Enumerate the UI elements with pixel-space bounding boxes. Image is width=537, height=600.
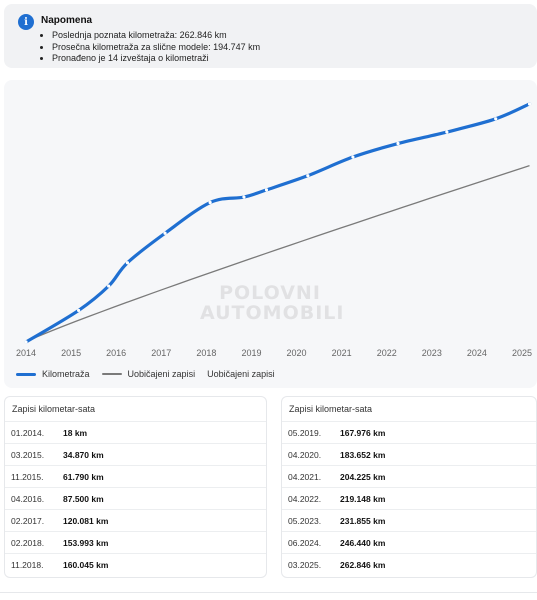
chart-legend: Kilometraža Uobičajeni zapisi Uobičajeni… bbox=[16, 369, 287, 379]
record-date: 04.2016. bbox=[11, 493, 45, 504]
record-date: 03.2025. bbox=[288, 559, 322, 570]
table-title: Zapisi kilometar-sata bbox=[12, 404, 96, 414]
data-point[interactable] bbox=[264, 188, 269, 192]
legend-label: Kilometraža bbox=[42, 369, 90, 379]
table-row: 04.2016. 87.500 km bbox=[5, 487, 266, 509]
x-tick-label: 2022 bbox=[377, 348, 397, 358]
table-row: 04.2022. 219.148 km bbox=[282, 487, 536, 509]
x-tick-label: 2018 bbox=[196, 348, 216, 358]
record-date: 05.2023. bbox=[288, 515, 322, 526]
record-km: 87.500 km bbox=[63, 493, 104, 504]
data-point[interactable] bbox=[208, 200, 212, 205]
x-tick-label: 2021 bbox=[332, 348, 352, 358]
table-row: 04.2021. 204.225 km bbox=[282, 465, 536, 487]
record-km: 183.652 km bbox=[340, 449, 386, 460]
record-date: 11.2018. bbox=[11, 559, 44, 570]
record-date: 04.2021. bbox=[288, 471, 322, 482]
x-tick-label: 2015 bbox=[61, 348, 81, 358]
record-date: 06.2024. bbox=[288, 537, 322, 548]
x-tick-label: 2025 bbox=[512, 348, 532, 358]
x-tick-label: 2016 bbox=[106, 348, 126, 358]
legend-label: Uobičajeni zapisi bbox=[207, 369, 275, 379]
record-date: 05.2019. bbox=[288, 427, 322, 438]
record-km: 61.790 km bbox=[63, 471, 104, 482]
data-point[interactable] bbox=[242, 195, 246, 199]
x-tick-label: 2017 bbox=[151, 348, 171, 358]
table-row: 04.2020. 183.652 km bbox=[282, 443, 536, 465]
data-point[interactable] bbox=[163, 231, 167, 235]
records-table-right: Zapisi kilometar-sata 05.2019. 167.976 km… bbox=[281, 396, 537, 578]
x-tick-label: 2023 bbox=[422, 348, 442, 358]
table-row: 11.2018. 160.045 km bbox=[5, 553, 266, 575]
mileage-chart[interactable]: 2014 2015 2016 2017 2018 2019 2020 2021 2022 2023… bbox=[4, 80, 537, 388]
x-tick-label: 2014 bbox=[16, 348, 36, 358]
record-km: 153.993 km bbox=[63, 537, 109, 548]
record-date: 01.2014. bbox=[11, 427, 45, 438]
table-row: 06.2024. 246.440 km bbox=[282, 531, 536, 553]
series-line-mileage bbox=[24, 102, 532, 344]
x-tick-label: 2020 bbox=[287, 348, 307, 358]
table-row: 03.2015. 34.870 km bbox=[5, 443, 266, 465]
table-title: Zapisi kilometar-sata bbox=[289, 404, 373, 414]
legend-swatch bbox=[101, 373, 122, 375]
record-date: 04.2020. bbox=[288, 449, 322, 460]
record-date: 04.2022. bbox=[288, 493, 322, 504]
data-point[interactable] bbox=[494, 117, 498, 121]
record-date: 02.2017. bbox=[11, 515, 45, 526]
data-point[interactable] bbox=[351, 155, 355, 159]
record-date: 02.2018. bbox=[11, 537, 45, 548]
note-item: Poslednja poznata kilometraža: 262.846 k… bbox=[52, 30, 260, 42]
note-item: Prosečna kilometraža za slične modele: 1… bbox=[52, 42, 260, 54]
table-row: 02.2018. 153.993 km bbox=[5, 531, 266, 553]
x-tick-label: 2024 bbox=[467, 348, 487, 358]
legend-label: Uobičajeni zapisi bbox=[127, 369, 196, 379]
data-point[interactable] bbox=[107, 284, 111, 288]
data-point[interactable] bbox=[445, 130, 449, 134]
record-km: 246.440 km bbox=[340, 537, 386, 548]
data-point[interactable] bbox=[306, 174, 310, 178]
record-km: 34.870 km bbox=[63, 449, 104, 460]
record-km: 231.855 km bbox=[340, 515, 386, 526]
record-km: 120.081 km bbox=[63, 515, 109, 526]
note-title: Napomena bbox=[41, 15, 93, 26]
divider bbox=[0, 592, 537, 593]
record-km: 219.148 km bbox=[340, 493, 386, 504]
series-line-typical bbox=[25, 165, 530, 343]
record-km: 18 km bbox=[63, 427, 88, 438]
record-date: 03.2015. bbox=[11, 449, 45, 460]
legend-item-typical-2[interactable]: Uobičajeni zapisi bbox=[207, 369, 275, 379]
data-point[interactable] bbox=[396, 141, 400, 146]
table-row: 01.2014. 18 km bbox=[5, 421, 266, 443]
records-table-left: Zapisi kilometar-sata 01.2014. 18 km 03.20… bbox=[4, 396, 267, 578]
note-list: Poslednja poznata kilometraža: 262.846 k… bbox=[52, 30, 260, 65]
legend-item-mileage[interactable]: Kilometraža bbox=[16, 369, 90, 379]
table-row: 03.2025. 262.846 km bbox=[282, 553, 536, 575]
legend-swatch bbox=[16, 372, 36, 376]
mileage-chart-card: 2014 2015 2016 2017 2018 2019 2020 2021 2022 2023… bbox=[4, 80, 537, 388]
note-box: i Napomena Poslednja poznata kilometraža… bbox=[4, 4, 537, 68]
data-point[interactable] bbox=[24, 340, 28, 344]
watermark-logo: POLOVNI AUTOMOBILI bbox=[200, 282, 345, 324]
info-icon: i bbox=[18, 14, 34, 30]
note-item: Pronađeno je 14 izveštaja o kilometraži bbox=[52, 53, 260, 65]
x-tick-label: 2019 bbox=[241, 348, 261, 358]
data-point[interactable] bbox=[125, 261, 130, 265]
record-date: 11.2015. bbox=[11, 471, 44, 482]
legend-item-typical[interactable]: Uobičajeni zapisi bbox=[101, 369, 196, 379]
table-row: 05.2023. 231.855 km bbox=[282, 509, 536, 531]
record-km: 262.846 km bbox=[340, 559, 386, 570]
record-km: 160.045 km bbox=[63, 559, 109, 570]
data-point[interactable] bbox=[527, 102, 532, 106]
table-row: 05.2019. 167.976 km bbox=[282, 421, 536, 443]
data-point[interactable] bbox=[77, 308, 81, 313]
record-km: 204.225 km bbox=[340, 471, 386, 482]
record-km: 167.976 km bbox=[340, 427, 386, 438]
table-row: 02.2017. 120.081 km bbox=[5, 509, 266, 531]
table-row: 11.2015. 61.790 km bbox=[5, 465, 266, 487]
